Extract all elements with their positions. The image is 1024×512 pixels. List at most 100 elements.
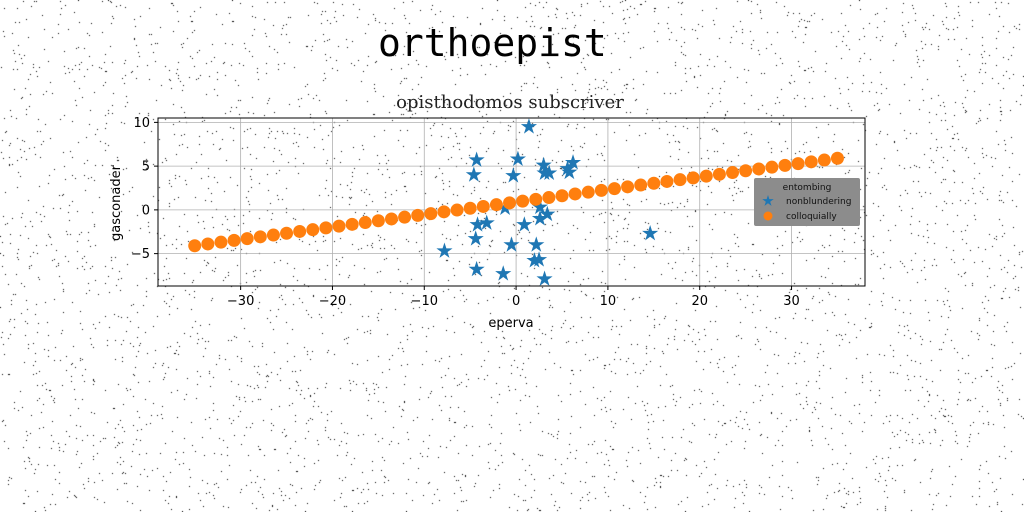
point-colloquially [424,207,438,221]
point-colloquially [660,174,674,188]
point-colloquially [607,182,621,196]
legend: entombing nonblundering colloquially [754,178,860,226]
point-colloquially [266,228,280,242]
point-colloquially [214,235,228,249]
y-axis-ticks: −5 0 5 10 [131,116,158,262]
x-tick-label: 10 [600,294,617,309]
point-colloquially [739,164,753,178]
x-tick-label: 0 [512,294,520,309]
point-colloquially [371,214,385,228]
point-colloquially [319,221,333,235]
point-colloquially [581,185,595,199]
legend-star-marker [762,195,774,206]
point-colloquially [516,194,530,208]
series-colloquially [188,151,844,253]
point-colloquially [686,171,700,185]
point-colloquially [201,237,215,251]
point-colloquially [437,205,451,219]
point-nonblundering [468,260,485,277]
legend-title: entombing [783,183,832,193]
point-colloquially [804,155,818,169]
point-colloquially [634,178,648,192]
point-colloquially [280,226,294,240]
point-nonblundering [469,216,486,232]
x-tick-label: −30 [227,294,254,309]
x-tick-label: −10 [411,294,438,309]
point-nonblundering [478,214,495,230]
point-colloquially [712,167,726,181]
y-axis-label: gasconader [109,164,124,241]
point-nonblundering [530,251,548,267]
y-tick-label: −5 [131,247,150,262]
point-colloquially [699,169,713,183]
legend-circle-marker [763,211,773,221]
point-colloquially [306,223,320,237]
point-nonblundering [516,216,533,232]
legend-star [762,195,774,206]
point-colloquially [830,151,844,165]
point-colloquially [791,157,805,171]
point-colloquially [227,233,241,247]
point-colloquially [188,239,202,253]
point-nonblundering [526,252,543,268]
point-colloquially [647,176,661,190]
y-tick-label: 5 [142,160,150,175]
point-nonblundering [564,154,582,170]
point-nonblundering [536,270,553,286]
point-nonblundering [495,265,512,281]
point-colloquially [345,217,359,231]
point-nonblundering [468,151,485,167]
point-colloquially [476,199,490,213]
point-colloquially [332,219,346,233]
point-colloquially [411,208,425,222]
point-colloquially [542,191,556,205]
x-tick-label: 30 [783,294,800,309]
point-colloquially [529,192,543,206]
point-colloquially [621,180,635,194]
point-nonblundering [505,167,522,183]
x-tick-label: −20 [319,294,346,309]
point-colloquially [489,198,503,212]
point-colloquially [778,158,792,172]
point-nonblundering [503,236,520,252]
point-colloquially [398,210,412,224]
point-nonblundering [436,242,453,258]
x-axis-label: eperva [488,316,533,331]
chart-title: opisthodomos subscriver [396,92,624,113]
point-colloquially [463,201,477,215]
point-colloquially [673,173,687,187]
point-colloquially [293,224,307,238]
point-nonblundering [541,164,558,180]
point-colloquially [726,166,740,180]
point-colloquially [240,232,254,246]
point-colloquially [817,153,831,167]
point-colloquially [384,212,398,226]
series-nonblundering [436,118,659,286]
point-colloquially [555,189,569,203]
point-nonblundering [535,156,552,173]
point-nonblundering [467,230,484,246]
point-colloquially [253,230,267,244]
y-tick-label: 0 [142,203,150,218]
point-nonblundering [559,160,576,176]
plot-frame [157,117,866,287]
point-colloquially [568,187,582,201]
point-colloquially [594,183,608,197]
point-colloquially [752,162,766,176]
point-colloquially [450,203,464,217]
point-nonblundering [531,198,549,215]
legend-label-nonblundering: nonblundering [786,197,851,207]
point-nonblundering [642,225,659,241]
point-nonblundering [509,150,527,166]
point-colloquially [503,196,517,210]
point-colloquially [765,160,779,174]
y-tick-label: 10 [133,116,150,131]
point-nonblundering [465,166,482,182]
legend-label-colloquially: colloquially [786,212,837,222]
figure-title: orthoepist [378,21,607,65]
point-nonblundering [531,210,549,226]
x-axis-ticks: −30 −20 −10 0 10 20 30 [227,286,800,309]
point-nonblundering [539,205,556,222]
